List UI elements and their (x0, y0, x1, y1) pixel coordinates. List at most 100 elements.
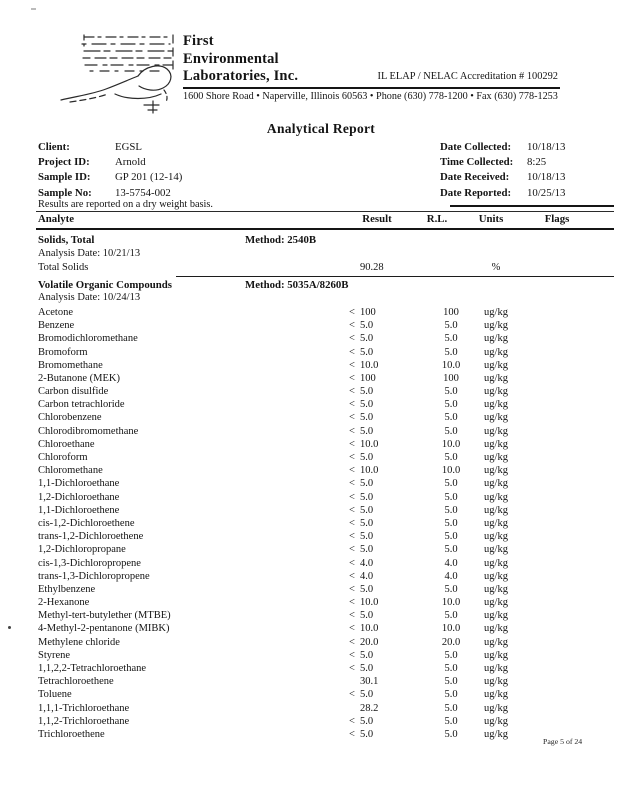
less-than-qualifier: < (349, 386, 355, 398)
rl-value: 10.0 (441, 438, 461, 450)
less-than-qualifier: < (349, 544, 355, 556)
info-value: Arnold (115, 156, 146, 169)
result-value: 5.0 (360, 583, 374, 595)
rl-value: 100 (443, 306, 459, 318)
company-address: 1600 Shore Road • Naperville, Illinois 6… (183, 91, 558, 102)
info-value: 10/18/13 (527, 141, 566, 153)
units-value: ug/kg (484, 676, 508, 688)
units-value: ug/kg (484, 517, 508, 529)
units-value: ug/kg (484, 333, 508, 345)
less-than-qualifier: < (349, 715, 355, 727)
less-than-qualifier: < (349, 399, 355, 411)
info-label: Sample No: (38, 186, 92, 199)
analyte-name: 1,1-Dichloroethene (38, 504, 120, 516)
result-value: 5.0 (360, 728, 374, 740)
analyte-name: Chloromethane (38, 465, 103, 477)
info-label: Sample ID: (38, 171, 91, 184)
result-value: 5.0 (360, 715, 374, 727)
less-than-qualifier: < (349, 306, 355, 318)
analyte-name: Toluene (38, 689, 72, 701)
less-than-qualifier: < (349, 346, 355, 358)
result-value: 5.0 (360, 399, 374, 411)
rl-value: 5.0 (444, 715, 458, 727)
units-value: ug/kg (484, 320, 508, 332)
units-value: ug/kg (484, 386, 508, 398)
info-value: 10/18/13 (527, 171, 566, 184)
column-header-result: Result (362, 213, 392, 225)
units-value: ug/kg (484, 399, 508, 411)
table-row: Chlorodibromomethane <5.0 5.0 ug/kg (0, 425, 642, 438)
scan-artifact-speck (31, 8, 36, 10)
table-row: Styrene <5.0 5.0 ug/kg (0, 649, 642, 662)
info-value: 10/25/13 (527, 186, 566, 199)
analyte-name: Styrene (38, 649, 71, 661)
less-than-qualifier: < (349, 531, 355, 543)
section-divider (176, 275, 614, 277)
rl-value: 10.0 (441, 597, 461, 609)
result-value: 5.0 (360, 610, 374, 622)
info-value: 8:25 (527, 156, 547, 169)
dry-weight-note: Results are reported on a dry weight bas… (38, 199, 214, 210)
analyte-name: 2-Hexanone (38, 597, 90, 609)
units-value: ug/kg (484, 715, 508, 727)
table-row: cis-1,3-Dichloropropene <4.0 4.0 ug/kg (0, 557, 642, 570)
less-than-qualifier: < (349, 333, 355, 345)
units-value: ug/kg (484, 438, 508, 450)
rl-value: 5.0 (444, 676, 458, 688)
company-name: First Environmental Laboratories, Inc. (183, 33, 298, 86)
table-row: trans-1,2-Dichloroethene <5.0 5.0 ug/kg (0, 530, 642, 543)
rl-value: 10.0 (441, 465, 461, 477)
rl-value: 10.0 (441, 359, 461, 371)
rl-value: 5.0 (444, 399, 458, 411)
table-row: Chloroethane <10.0 10.0 ug/kg (0, 438, 642, 451)
rl-value: 5.0 (444, 544, 458, 556)
rl-value: 5.0 (444, 504, 458, 516)
result-value: 5.0 (360, 346, 374, 358)
analysis-date-row: Analysis Date: 10/24/13 (0, 292, 642, 306)
units-value: ug/kg (484, 663, 508, 675)
result-value: 5.0 (360, 663, 374, 675)
analysis-date-text: Analysis Date: 10/24/13 (38, 292, 141, 304)
result-value: 100 (360, 372, 376, 384)
less-than-qualifier: < (349, 597, 355, 609)
less-than-qualifier: < (349, 610, 355, 622)
table-row: 1,1,2-Trichloroethane <5.0 5.0 ug/kg (0, 715, 642, 728)
rl-value: 5.0 (444, 689, 458, 701)
result-value: 5.0 (360, 478, 374, 490)
rl-value: 5.0 (444, 491, 458, 503)
table-row: Chloromethane <10.0 10.0 ug/kg (0, 464, 642, 477)
units-value: ug/kg (484, 531, 508, 543)
analysis-date-text: Analysis Date: 10/21/13 (38, 247, 141, 259)
rl-value: 4.0 (444, 557, 458, 569)
result-value: 10.0 (360, 597, 379, 609)
result-value: 10.0 (360, 438, 379, 450)
less-than-qualifier: < (349, 663, 355, 675)
table-top-rule (36, 211, 614, 212)
column-header-flags: Flags (544, 213, 570, 225)
result-value: 5.0 (360, 333, 374, 345)
column-header-units: Units (478, 213, 504, 225)
result-value: 30.1 (360, 676, 379, 688)
column-header-rl: R.L. (426, 213, 448, 225)
less-than-qualifier: < (349, 372, 355, 384)
table-row: cis-1,2-Dichloroethene <5.0 5.0 ug/kg (0, 517, 642, 530)
rl-value: 4.0 (444, 570, 458, 582)
result-value: 5.0 (360, 649, 374, 661)
analyte-name: trans-1,2-Dichloroethene (38, 531, 144, 543)
info-label: Date Received: (440, 171, 510, 184)
company-name-line-1: First (183, 33, 214, 49)
table-row: Ethylbenzene <5.0 5.0 ug/kg (0, 583, 642, 596)
analyte-name: 2-Butanone (MEK) (38, 372, 120, 384)
units-value: ug/kg (484, 425, 508, 437)
table-row: 1,2-Dichloroethane <5.0 5.0 ug/kg (0, 491, 642, 504)
less-than-qualifier: < (349, 359, 355, 371)
company-name-line-2: Environmental (183, 50, 279, 67)
info-label: Date Collected: (440, 141, 512, 153)
rl-value: 5.0 (444, 610, 458, 622)
table-row: Toluene <5.0 5.0 ug/kg (0, 688, 642, 701)
less-than-qualifier: < (349, 478, 355, 490)
units-value: ug/kg (484, 359, 508, 371)
table-row: Methyl-tert-butylether (MTBE) <5.0 5.0 ug/k… (0, 609, 642, 622)
units-value: ug/kg (484, 689, 508, 701)
table-row: Chloroform <5.0 5.0 ug/kg (0, 451, 642, 464)
